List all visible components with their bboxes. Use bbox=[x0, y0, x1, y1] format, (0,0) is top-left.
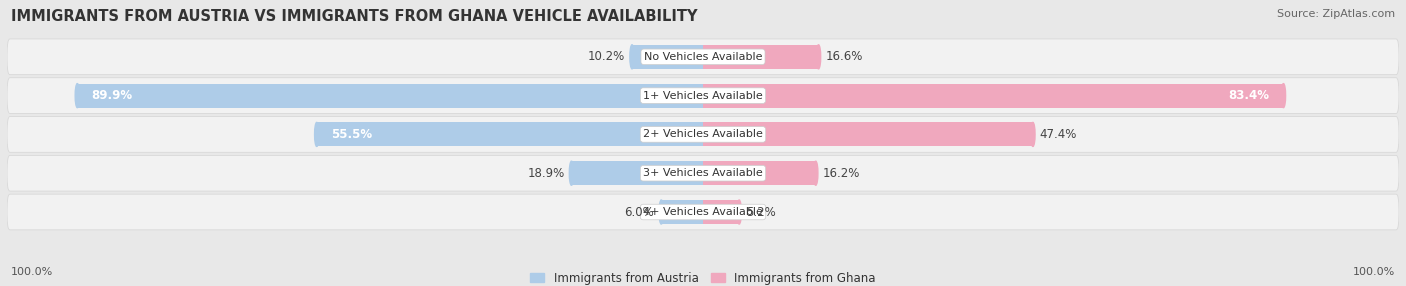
Text: 1+ Vehicles Available: 1+ Vehicles Available bbox=[643, 91, 763, 101]
Text: 89.9%: 89.9% bbox=[91, 89, 132, 102]
Bar bbox=[703, 45, 818, 69]
Text: 4+ Vehicles Available: 4+ Vehicles Available bbox=[643, 207, 763, 217]
FancyBboxPatch shape bbox=[7, 39, 1399, 75]
Bar bbox=[316, 122, 703, 146]
Text: 100.0%: 100.0% bbox=[11, 267, 53, 277]
FancyBboxPatch shape bbox=[7, 194, 1399, 230]
Circle shape bbox=[75, 84, 80, 108]
Text: 100.0%: 100.0% bbox=[1353, 267, 1395, 277]
Text: 83.4%: 83.4% bbox=[1229, 89, 1270, 102]
FancyBboxPatch shape bbox=[7, 117, 1399, 152]
FancyBboxPatch shape bbox=[7, 155, 1399, 191]
Text: 3+ Vehicles Available: 3+ Vehicles Available bbox=[643, 168, 763, 178]
Text: 6.0%: 6.0% bbox=[624, 206, 654, 219]
Bar bbox=[633, 45, 703, 69]
Bar bbox=[661, 200, 703, 224]
Circle shape bbox=[630, 45, 634, 69]
Bar bbox=[703, 84, 1284, 108]
Text: IMMIGRANTS FROM AUSTRIA VS IMMIGRANTS FROM GHANA VEHICLE AVAILABILITY: IMMIGRANTS FROM AUSTRIA VS IMMIGRANTS FR… bbox=[11, 9, 697, 23]
Text: 16.6%: 16.6% bbox=[825, 50, 863, 63]
Text: 5.2%: 5.2% bbox=[747, 206, 776, 219]
Text: Source: ZipAtlas.com: Source: ZipAtlas.com bbox=[1277, 9, 1395, 19]
Bar bbox=[703, 161, 815, 185]
Text: 16.2%: 16.2% bbox=[823, 167, 860, 180]
Circle shape bbox=[315, 122, 319, 146]
Text: 18.9%: 18.9% bbox=[527, 167, 564, 180]
Bar bbox=[77, 84, 703, 108]
Text: 47.4%: 47.4% bbox=[1040, 128, 1077, 141]
Bar bbox=[703, 200, 740, 224]
Circle shape bbox=[1031, 122, 1035, 146]
Text: 55.5%: 55.5% bbox=[330, 128, 371, 141]
Text: 2+ Vehicles Available: 2+ Vehicles Available bbox=[643, 130, 763, 139]
FancyBboxPatch shape bbox=[7, 78, 1399, 114]
Circle shape bbox=[737, 200, 741, 224]
Text: No Vehicles Available: No Vehicles Available bbox=[644, 52, 762, 62]
Legend: Immigrants from Austria, Immigrants from Ghana: Immigrants from Austria, Immigrants from… bbox=[530, 272, 876, 285]
Circle shape bbox=[817, 45, 821, 69]
Circle shape bbox=[659, 200, 664, 224]
Circle shape bbox=[569, 161, 574, 185]
Bar bbox=[571, 161, 703, 185]
Bar bbox=[703, 122, 1033, 146]
Circle shape bbox=[1281, 84, 1285, 108]
Text: 10.2%: 10.2% bbox=[588, 50, 626, 63]
Circle shape bbox=[814, 161, 818, 185]
